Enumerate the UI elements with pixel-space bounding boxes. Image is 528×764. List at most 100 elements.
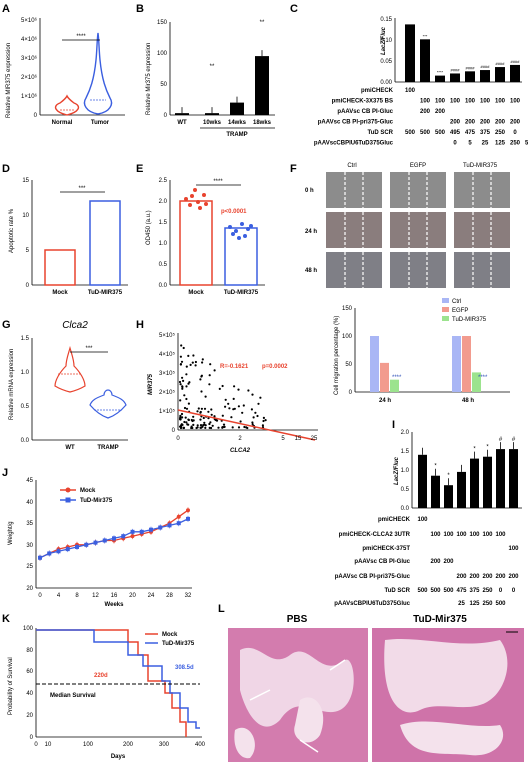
ytick: 3×10⁵: [159, 370, 176, 377]
scatter-point: [251, 393, 254, 396]
violin-tumor: [83, 32, 113, 115]
scatter-point: [257, 402, 260, 405]
ytick: 80: [26, 648, 33, 654]
scatter-point: [213, 415, 216, 418]
ytick: 5×10⁶: [21, 17, 38, 24]
scatter-point: [181, 387, 184, 390]
bar: [175, 113, 189, 115]
xtick: TuD-MIR375: [88, 290, 123, 296]
sig-label: **: [260, 20, 265, 26]
scatter-point: [243, 425, 246, 429]
violin-wt: [54, 345, 86, 393]
scatter-point: [184, 416, 187, 419]
legend-label: TuD-Mir375: [80, 498, 113, 504]
point: [130, 529, 135, 534]
ytick: 1×10⁵: [159, 408, 176, 415]
scatter-point: [252, 416, 255, 419]
bar: [470, 458, 479, 508]
ytick: 0.5: [401, 487, 410, 493]
scatter-point: [185, 365, 188, 368]
panel-g: G Clca2 Relative mRNA expression 0.0 0.5…: [2, 319, 128, 451]
ytick: 0.10: [380, 38, 392, 44]
xtick: 24: [148, 593, 155, 599]
bar: [465, 71, 475, 82]
ytick: 15: [22, 178, 29, 184]
ytick: 100: [23, 626, 34, 632]
violin-normal: [54, 94, 80, 116]
legend-label: Mock: [162, 632, 178, 638]
bar: [418, 454, 427, 508]
table-cell: 125: [495, 141, 506, 147]
table-row-label: pmiCHECK-CLCA2 3UTR: [339, 532, 411, 538]
panel-c-bars: ******* #### #### ######## ####: [405, 24, 520, 82]
panel-e-ylabel: OD450 (a.u.): [146, 210, 152, 245]
sig-label: ****: [478, 375, 488, 381]
ytick: 0.5: [21, 404, 30, 410]
table-cell: 25: [458, 601, 465, 607]
xtick: Tumor: [91, 120, 110, 126]
table-row-label: pmiCHECK: [361, 88, 394, 94]
legend-k: Mock TuD-Mir375: [145, 632, 195, 647]
point: [176, 521, 181, 526]
xtick: 2: [238, 436, 242, 442]
panel-k: K Probability of Survival 0 20 40 60 80 …: [2, 613, 206, 760]
bar-mock: [44, 249, 76, 286]
xtick: 400: [195, 742, 206, 748]
scatter-point: [221, 384, 224, 388]
scatter-point: [242, 404, 245, 407]
table-row-label: TuD SCR: [367, 130, 393, 136]
ytick: 4×10⁶: [21, 36, 38, 43]
histology-tud: [372, 628, 524, 762]
scatter-point: [199, 411, 202, 414]
scatter-point: [183, 394, 186, 397]
ytick: 0: [34, 113, 38, 119]
scatter-point: [191, 361, 194, 364]
sig-label: **: [210, 64, 215, 70]
table-row-label: pAAVscCBPIU6TuD375Gluc: [314, 141, 394, 147]
scatter-point: [208, 383, 211, 386]
scatter-point: [185, 373, 188, 376]
scatter-point: [182, 379, 185, 382]
scatter-point: [180, 344, 183, 347]
point: [112, 536, 116, 541]
table-cell: 200: [510, 120, 521, 126]
scatter-point: [203, 421, 206, 424]
scatter-point: [200, 407, 203, 410]
point: [38, 555, 42, 560]
point: [93, 540, 98, 545]
scatter-point: [256, 414, 259, 418]
bar-mock: [179, 200, 213, 286]
scatter-point: [251, 423, 254, 426]
table-cell: 100: [420, 99, 431, 105]
table-cell: 200: [482, 574, 493, 580]
mock-median: 220d: [94, 673, 108, 679]
r-value: R=-0.1621: [220, 364, 249, 370]
bar: [483, 456, 492, 508]
scatter-point: [183, 406, 187, 410]
table-row-label: pAAVsc CB PI-Gluc: [337, 109, 393, 115]
scatter-point: [185, 385, 188, 388]
scatter-point: [183, 420, 186, 424]
xtick: 16: [111, 593, 118, 599]
point: [167, 523, 172, 528]
scatter-point: [208, 422, 211, 426]
table-cell: 500: [443, 588, 454, 594]
panel-j-xticks: 0 4 8 12 16 20 24 28 32: [38, 593, 192, 599]
scatter-point: [181, 385, 184, 389]
scatter-point: [207, 410, 210, 413]
ytick: 0: [349, 390, 353, 396]
legend-j: Mock TuD-Mir375: [60, 487, 113, 504]
ytick: 1.0: [401, 468, 410, 474]
row-label: 24 h: [305, 229, 317, 235]
panel-j-ylabel: Weight/g: [8, 521, 14, 545]
table-cell: 100: [443, 532, 454, 538]
scatter-point: [215, 419, 219, 422]
xtick: WT: [65, 445, 75, 451]
panel-c-ylabel: LacZ/Fluc: [381, 26, 387, 55]
scatter-point: [264, 419, 267, 422]
scatter-point: [185, 421, 188, 424]
panel-i: I LacZ/Fluc 0.0 0.5 1.0 1.5 2.0 * * * * # # p…: [334, 419, 522, 607]
scatter-point: [246, 426, 249, 430]
panel-e-letter: E: [136, 163, 143, 175]
table-cell: 200: [508, 574, 519, 580]
